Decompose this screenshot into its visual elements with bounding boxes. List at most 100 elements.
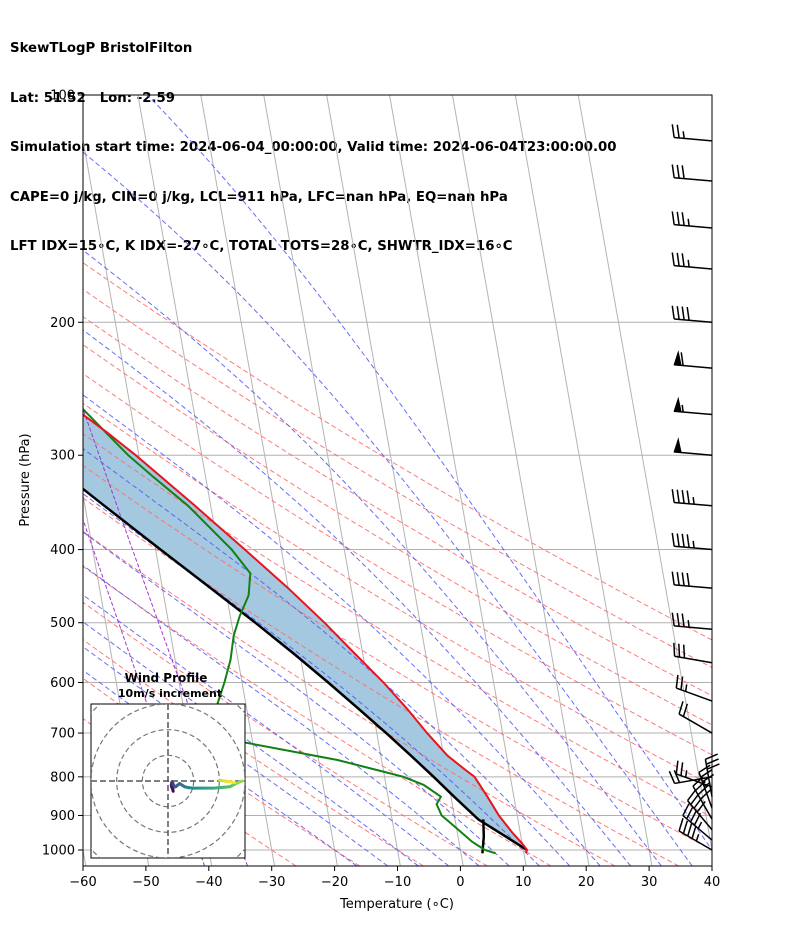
- wind-barb-feather: [673, 769, 681, 783]
- wind-barb-half-feather: [687, 259, 690, 268]
- wind-barb: [678, 818, 713, 851]
- wind-barb: [678, 701, 713, 734]
- dry-adiabat: [83, 316, 712, 697]
- moist-adiabat: [83, 621, 419, 866]
- wind-barb-half-feather: [682, 131, 685, 139]
- wind-barb-feather: [681, 212, 685, 226]
- wind-barb-feather: [671, 571, 675, 585]
- wind-barb-feather: [697, 785, 709, 796]
- x-tick-label: 40: [704, 875, 721, 890]
- wind-barb-staff: [676, 687, 713, 702]
- wind-barb-feather: [682, 703, 689, 717]
- dry-adiabat: [83, 530, 616, 866]
- x-tick-label: 30: [641, 875, 658, 890]
- x-tick-label: −10: [384, 875, 411, 890]
- wind-barb-feather: [676, 252, 680, 267]
- dry-adiabat: [83, 433, 712, 818]
- moist-adiabat: [83, 669, 358, 866]
- wind-barb-feather: [676, 306, 680, 320]
- isotherm-line: [514, 95, 653, 866]
- wind-barb: [668, 769, 713, 785]
- wind-barb-feather: [675, 674, 679, 689]
- wind-barb-feather: [690, 793, 700, 805]
- wind-barb-feather: [671, 252, 675, 266]
- isotherm-line: [451, 95, 590, 866]
- wind-barb-feather: [678, 818, 684, 832]
- y-tick-label: 400: [50, 543, 75, 558]
- parcel-profile-line: [83, 487, 528, 852]
- isotherm-line: [389, 95, 527, 866]
- wind-barb-half-feather: [692, 497, 695, 505]
- wind-barb: [673, 350, 713, 369]
- wind-barbs: [668, 124, 720, 851]
- wind-barb-staff: [674, 264, 713, 270]
- x-tick-label: 10: [515, 875, 532, 890]
- x-tick-label: −60: [69, 875, 96, 890]
- stability-indices-1: CAPE=0 j/kg, CIN=0 j/kg, LCL=911 hPa, LF…: [10, 189, 508, 205]
- dry-adiabat: [83, 565, 552, 866]
- wind-barb-feather: [686, 490, 690, 504]
- y-tick-label: 900: [50, 809, 75, 824]
- wind-barb-half-feather: [684, 770, 688, 778]
- hodograph-trace-segment: [237, 779, 244, 784]
- wind-barb-half-feather: [681, 404, 684, 413]
- wind-barb-flag: [673, 437, 682, 454]
- dry-adiabat: [83, 344, 712, 726]
- wind-barb-feather: [682, 803, 690, 816]
- wind-barb: [671, 252, 713, 270]
- isotherm-line: [577, 95, 712, 853]
- wind-barb-staff: [678, 830, 713, 851]
- wind-barb: [671, 305, 713, 324]
- y-tick-label: 1000: [42, 844, 75, 859]
- x-tick-label: 0: [456, 875, 464, 890]
- wind-barb-feather: [681, 490, 685, 504]
- y-tick-label: 700: [50, 727, 75, 742]
- wind-barb-feather: [671, 164, 675, 178]
- wind-barb: [671, 124, 713, 142]
- y-tick-label: 800: [50, 770, 75, 785]
- wind-barb-feather: [686, 789, 697, 802]
- wind-barb-feather: [680, 352, 684, 366]
- wind-barb-flag: [673, 396, 682, 413]
- wind-barb-feather: [682, 644, 686, 658]
- wind-barb-staff: [674, 776, 713, 785]
- x-tick-label: −40: [195, 875, 222, 890]
- cape-shading: [83, 414, 528, 850]
- wind-barb-staff: [674, 176, 713, 182]
- wind-barb-feather: [676, 571, 680, 586]
- wind-barb-staff: [674, 584, 713, 589]
- wind-barb-feather: [676, 164, 680, 179]
- wind-barb-feather: [699, 789, 711, 800]
- chart-title: SkewTLogP BristolFilton: [10, 41, 193, 56]
- chart-title-block: SkewTLogP BristolFilton Lat: 51.52 Lon: …: [10, 8, 617, 272]
- isotherms: [83, 95, 712, 866]
- y-tick-label: 100: [50, 89, 75, 104]
- moist-adiabat: [83, 394, 601, 866]
- hodograph-trace-segment: [228, 780, 237, 785]
- y-axis-label: Pressure (hPa): [18, 433, 33, 526]
- hodograph-plot: [91, 704, 245, 858]
- wind-barb-feather: [681, 306, 685, 320]
- wind-barb-feather: [671, 211, 675, 225]
- moist-adiabat: [147, 95, 712, 851]
- wind-barb-feather: [680, 762, 684, 776]
- y-tick-label: 300: [50, 449, 75, 464]
- x-tick-label: −20: [321, 875, 348, 890]
- moist-adiabat: [83, 329, 632, 866]
- wind-barb: [673, 437, 713, 456]
- wind-barb-feather: [678, 643, 681, 658]
- wind-barb: [671, 571, 713, 589]
- wind-barb-feather: [676, 489, 680, 504]
- wind-barb-staff: [674, 501, 713, 507]
- y-axis-ticks: 100 200 300 400 500 600 700 800 900 1000: [42, 89, 83, 859]
- wind-barb-staff: [674, 136, 713, 142]
- wind-barb-staff: [682, 815, 713, 841]
- y-tick-label: 200: [50, 316, 75, 331]
- wind-barb-half-feather: [697, 821, 703, 829]
- wind-barb-feather: [676, 211, 680, 226]
- wind-barb-feather: [682, 820, 689, 834]
- hodograph-title: Wind Profile: [125, 671, 208, 685]
- wind-barb-feather: [681, 572, 685, 586]
- wind-barb-feather: [681, 253, 685, 267]
